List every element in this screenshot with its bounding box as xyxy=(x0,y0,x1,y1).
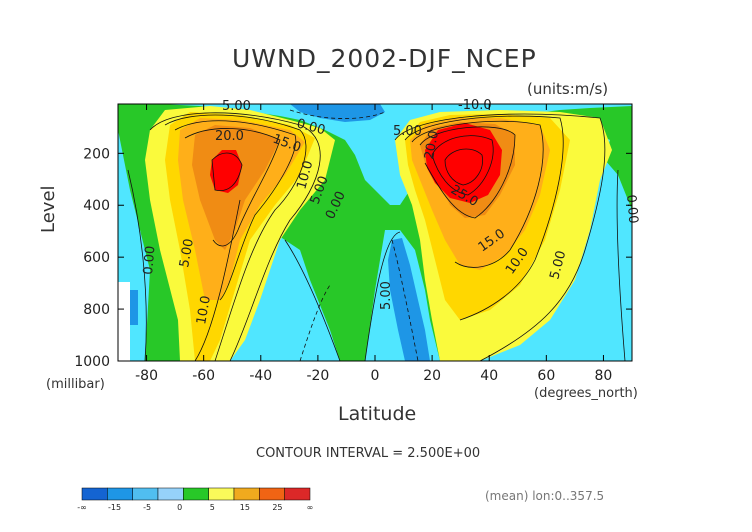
y-tick-label: 600 xyxy=(83,250,110,266)
x-tick-label: 80 xyxy=(595,368,613,384)
chart-title: UWND_2002-DJF_NCEP xyxy=(232,44,537,73)
mean-note: (mean) lon:0..357.5 xyxy=(485,489,605,503)
x-tick-label: -80 xyxy=(135,368,158,384)
colorbar-swatch xyxy=(132,487,159,501)
region-lt-neg5-edge xyxy=(130,290,138,325)
region-blank-edge xyxy=(118,282,130,361)
x-unit-note: (degrees_north) xyxy=(534,386,638,401)
contour-label: 0.00 xyxy=(295,116,327,138)
y-tick-label: 800 xyxy=(83,302,110,318)
region-20-to-25-south xyxy=(192,125,280,250)
colorbar-label: 5 xyxy=(210,503,215,512)
contour-label: 5.00 xyxy=(379,281,394,310)
contour-label: 10.0 xyxy=(194,295,214,326)
contour-line xyxy=(184,128,281,247)
contour-line xyxy=(164,114,307,361)
colorbar-swatch xyxy=(183,487,209,501)
contour-label: 5.00 xyxy=(547,249,569,281)
colorbar-swatch xyxy=(81,487,108,501)
contour-line xyxy=(431,135,494,196)
contour-line xyxy=(404,115,564,321)
contour-line xyxy=(299,284,331,361)
contour-line xyxy=(127,169,147,361)
colorbar-label: ∞ xyxy=(307,503,314,512)
y-tick-label: 400 xyxy=(83,198,110,214)
contour-line xyxy=(419,126,516,219)
x-tick-label: 20 xyxy=(423,368,441,384)
x-tick-label: 40 xyxy=(480,368,498,384)
contour-line xyxy=(174,120,297,301)
contour-interval-text: CONTOUR INTERVAL = 2.500E+00 xyxy=(256,446,481,461)
x-axis-label: Latitude xyxy=(338,403,417,425)
colorbar-swatch xyxy=(284,487,311,501)
contour-line xyxy=(444,148,483,186)
contour-line xyxy=(194,199,241,361)
colorbar-label: -∞ xyxy=(77,503,87,512)
x-tick-label: -20 xyxy=(306,368,329,384)
contour-label: -10.0 xyxy=(458,98,492,113)
colorbar-swatch xyxy=(208,487,235,501)
contour-label: 5.00 xyxy=(222,99,251,114)
region-gt25-north xyxy=(425,123,502,203)
x-tick-label: 60 xyxy=(537,368,555,384)
contour-label: 0.00 xyxy=(141,245,158,275)
contour-label: 5.00 xyxy=(393,124,422,139)
units-note: (units:m/s) xyxy=(527,80,609,98)
contour-line xyxy=(616,169,626,361)
y-tick-label: 1000 xyxy=(74,354,110,370)
contour-line xyxy=(391,239,419,361)
axes: -80 -60 -40 -20 0 20 40 60 80 200 400 600 800 1000 xyxy=(74,104,632,384)
colorbar-label: -15 xyxy=(108,503,121,512)
contour-line xyxy=(364,231,401,361)
colorbar-swatch xyxy=(259,487,285,501)
colorbar-label: 25 xyxy=(272,503,282,512)
y-tick-label: 200 xyxy=(83,146,110,162)
x-tick-label: -60 xyxy=(192,368,215,384)
x-tick-label: 0 xyxy=(371,368,380,384)
contour-label: 20.0 xyxy=(422,130,442,161)
colorbar-swatch xyxy=(157,487,184,501)
contour-line xyxy=(149,112,321,361)
colorbar-label: 15 xyxy=(240,503,250,512)
contour-label: 20.0 xyxy=(215,129,244,144)
contour-line xyxy=(211,152,243,192)
region-lt-neg5-tropics xyxy=(388,238,430,361)
x-tick-label: -40 xyxy=(249,368,272,384)
contour-label: 5.00 xyxy=(177,238,197,269)
contour-label: 10.0 xyxy=(294,159,316,191)
contour-line xyxy=(289,109,386,119)
contour-labels: 5.00 -10.0 20.0 15.0 0.00 10.0 5.00 0.00… xyxy=(141,98,640,326)
y-unit-note: (millibar) xyxy=(46,377,105,392)
colorbar-label: -5 xyxy=(143,503,151,512)
colorbar-label: 0 xyxy=(177,503,182,512)
region-gt25-south xyxy=(210,150,242,193)
colorbar: -∞ -15 -5 0 5 15 25 ∞ xyxy=(77,487,314,512)
colorbar-swatch xyxy=(233,487,260,501)
contour-lines xyxy=(127,109,626,361)
colorbar-swatch xyxy=(107,487,133,501)
contour-line xyxy=(284,239,341,361)
contour-line xyxy=(411,120,544,268)
contour-line xyxy=(394,113,606,361)
